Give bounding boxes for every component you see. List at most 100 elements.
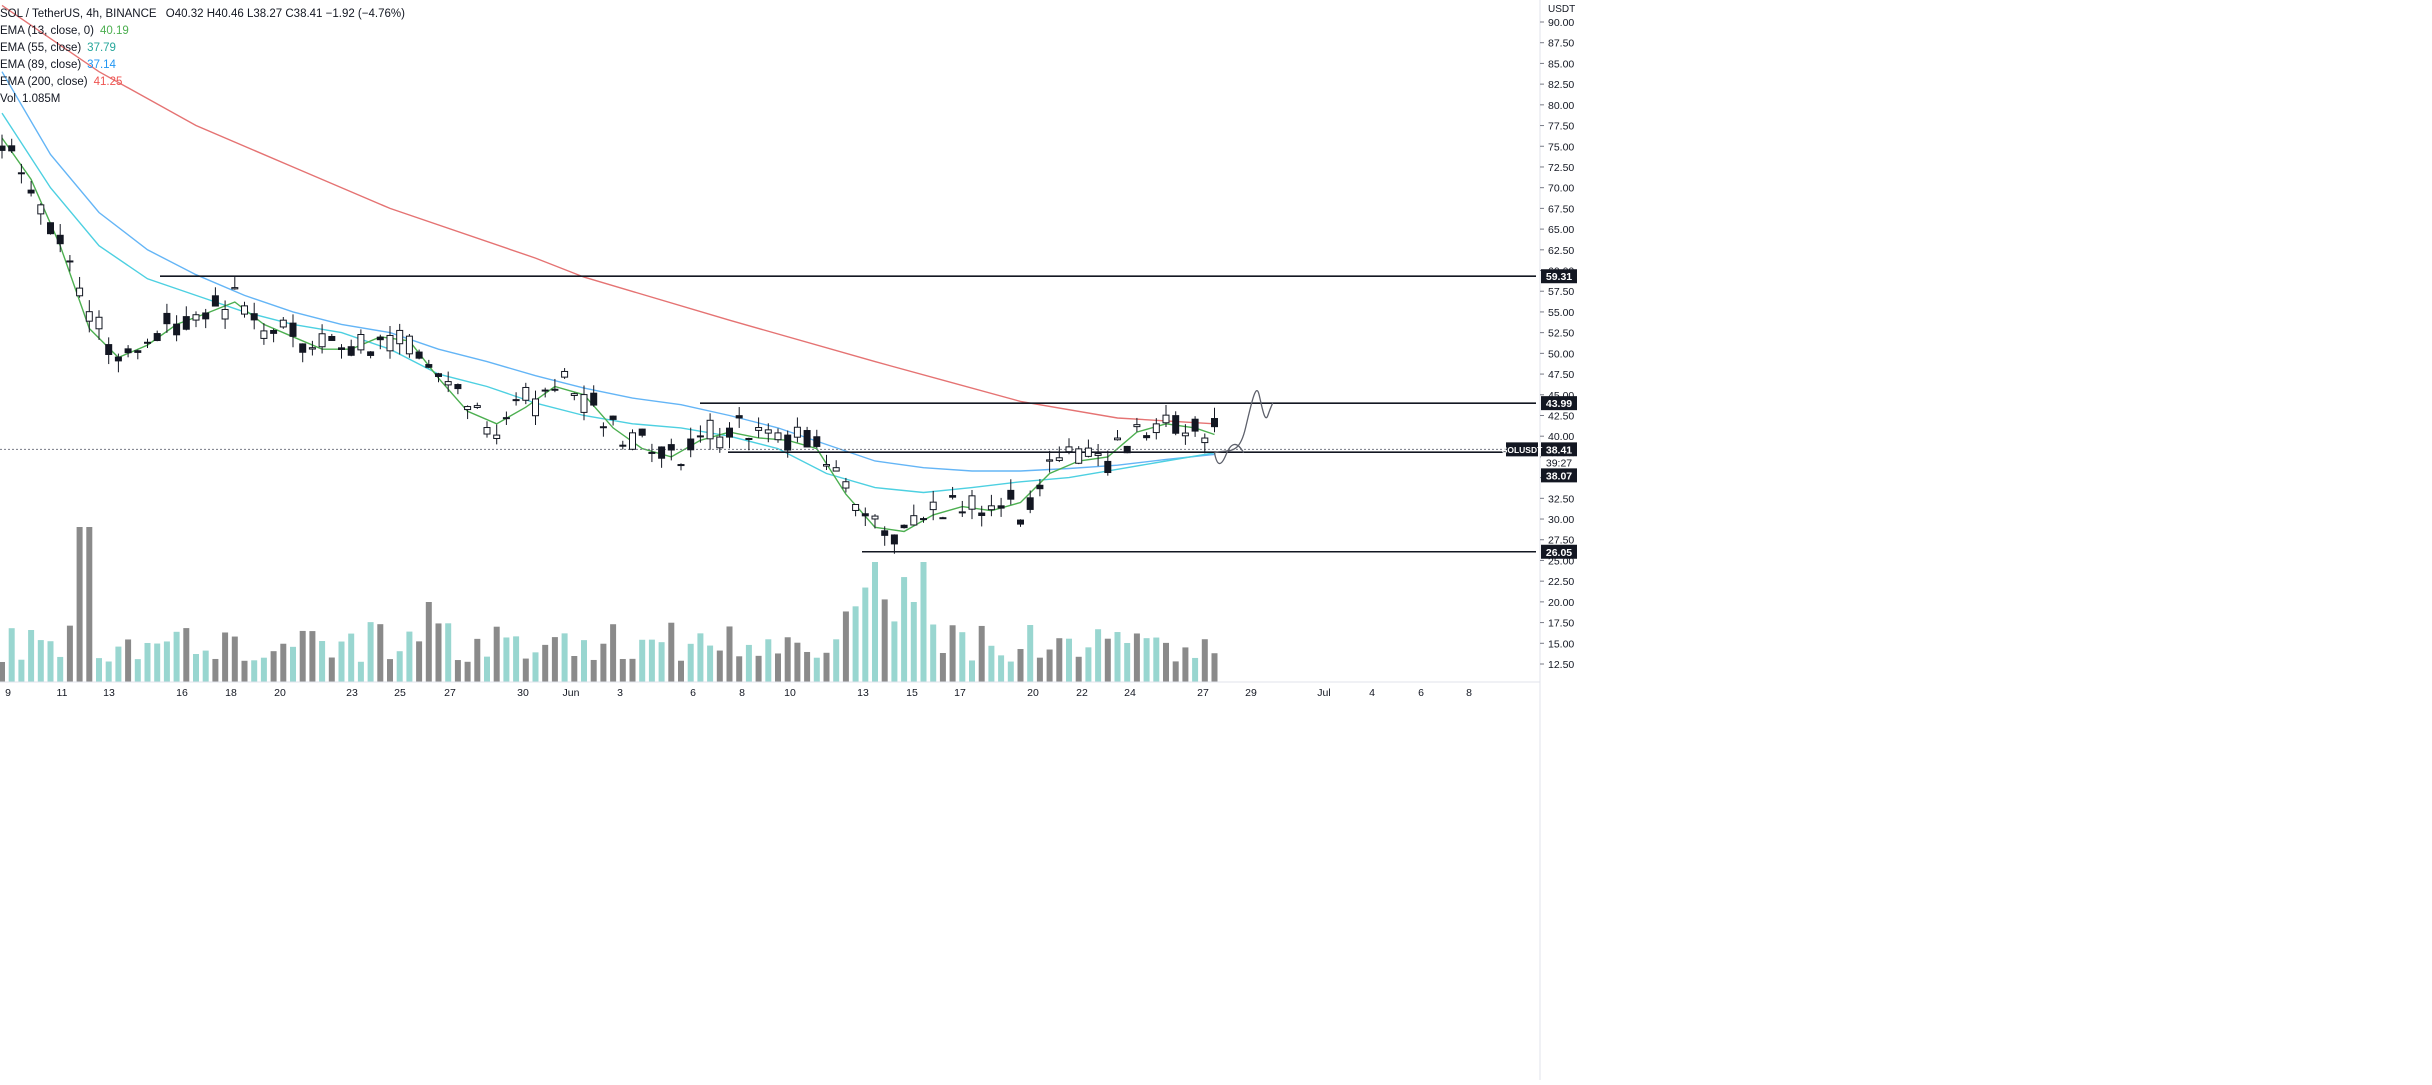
volume-bar [348,633,355,682]
candle-down [8,145,16,152]
ema13-legend[interactable]: EMA (13, close, 0) 40.19 [0,23,405,40]
candle-up [968,495,976,510]
volume-bar [319,641,326,682]
ema55-line [1,112,1215,494]
y-tick-label: 42.50 [1548,410,1574,422]
candle-down [0,145,6,151]
volume-bar [28,630,35,682]
y-tick-label: 85.00 [1548,58,1574,70]
candle-down [1007,489,1015,500]
candle-down [590,392,598,406]
y-tick-label: 62.50 [1548,245,1574,257]
volume-bar [493,626,500,682]
candle-up [793,426,801,438]
volume-bar [290,646,296,682]
candle-down [1143,435,1151,439]
volume-bar [47,641,54,682]
candle-up [279,319,287,328]
volume-bar [425,602,432,682]
ema55-legend[interactable]: EMA (55, close) 37.79 [0,40,405,57]
symbol-line[interactable]: SOL / TetherUS, 4h, BINANCE O40.32 H40.4… [0,6,405,23]
volume-bar [1133,633,1140,682]
volume-bar [435,623,442,682]
volume-bar [406,631,413,682]
volume-bar [1114,632,1121,682]
y-tick-label: 70.00 [1548,183,1574,195]
candle-down [1172,415,1180,434]
x-tick-label: 10 [784,687,796,699]
volume-bar [222,632,229,682]
ema200-legend[interactable]: EMA (200, close) 41.25 [0,74,405,91]
candle-up [599,426,607,429]
y-tick-label: 12.50 [1548,659,1574,671]
ema89-legend[interactable]: EMA (89, close) 37.14 [0,57,405,74]
candle-up [192,314,200,321]
volume-bar [765,639,772,682]
y-tick-label: 22.50 [1548,576,1574,588]
ema-price-tag: 38.07 [1546,470,1572,482]
volume-bar [66,625,73,682]
candle-down [861,513,869,517]
candle-down [949,495,957,498]
candle-up [696,435,704,438]
countdown-bg [1541,456,1577,469]
candle-up [1084,447,1092,457]
candle-up [396,329,404,345]
candle-down [687,438,695,451]
volume-bar [328,657,335,682]
volume-bar [154,643,161,682]
candle-down [17,172,25,175]
candle-up [1065,446,1073,453]
volume-bar [542,644,549,682]
candle-up [66,260,74,263]
last-price-tag-bg [1541,442,1577,457]
volume-bar [891,621,898,682]
candle-up [910,515,918,526]
volume-bar [125,639,132,682]
volume-bar [930,624,937,682]
volume-bar [959,632,966,682]
candle-down [997,505,1005,509]
volume-bar [872,562,878,682]
candle-up [76,287,84,297]
level-price-tag-bg [1541,544,1577,559]
volume-bar [115,646,122,682]
y-tick-label: 57.50 [1548,286,1574,298]
currency-label: USDT [1548,4,1575,15]
ema13-value: 40.19 [99,25,129,37]
projection-path [1214,389,1274,454]
candle-down [435,373,442,377]
ema-price-bg [1541,468,1577,483]
volume-bar [173,631,180,682]
candle-down [619,444,627,447]
candle-up [308,347,316,350]
candle-up [774,432,782,441]
volume-bar [755,655,762,682]
candle-down [124,348,132,354]
candle-down [328,335,336,341]
y-tick-label: 80.00 [1548,100,1574,112]
volume-bar [1017,649,1024,682]
x-tick-label: 11 [57,687,68,699]
candle-up [551,388,559,391]
volume-bar [678,660,684,682]
volume-bar [202,650,209,682]
ema55-value: 37.79 [87,42,116,54]
level-price-tag-bg [1541,396,1577,411]
y-tick-label: 27.50 [1548,535,1574,547]
candle-up [920,518,927,521]
candle-down [163,312,171,325]
candle-down [105,344,113,355]
ema13-line [1,137,1215,533]
candle-up [764,429,772,434]
volume-bar [726,626,733,682]
volume-bar [1163,642,1169,682]
candle-down [347,346,355,356]
candle-up [677,464,685,467]
volume-legend[interactable]: Vol 1.085M [0,91,405,108]
volume-bar [299,630,306,682]
candle-down [502,417,510,420]
ema55-label: EMA (55, close) [0,42,82,54]
